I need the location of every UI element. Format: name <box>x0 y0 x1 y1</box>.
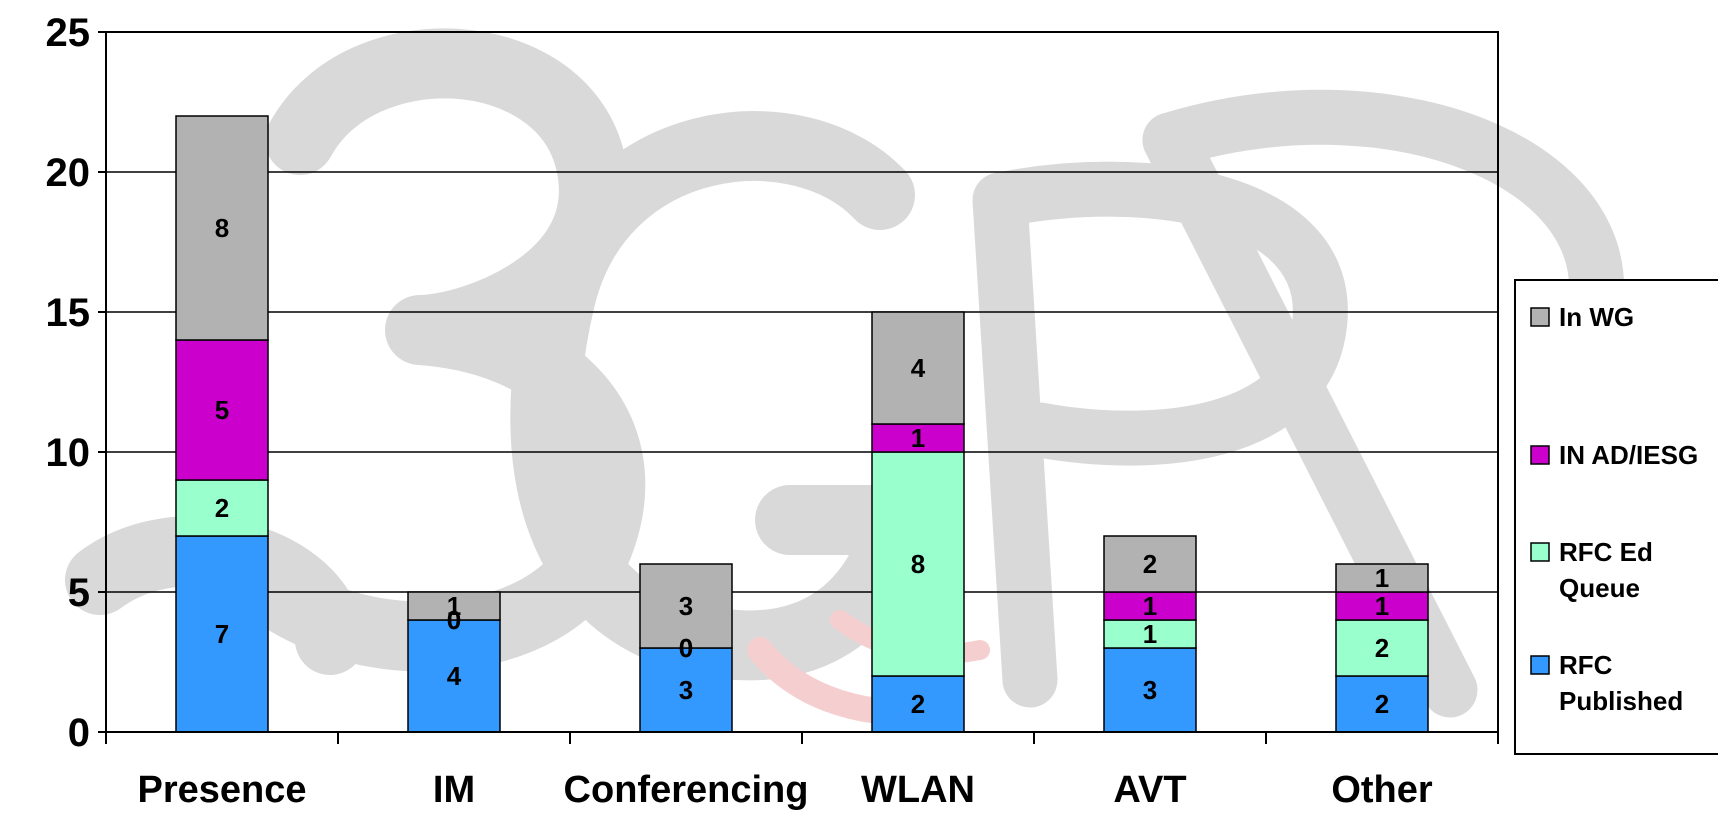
data-label: 1 <box>911 423 925 453</box>
y-tick-label: 20 <box>46 151 91 195</box>
legend-swatch <box>1530 542 1550 562</box>
x-tick-label: Other <box>1331 769 1433 811</box>
data-label: 8 <box>911 549 925 579</box>
data-label: 4 <box>447 661 462 691</box>
bars <box>175 115 1429 733</box>
data-label: 1 <box>1375 563 1389 593</box>
y-tick-label: 15 <box>46 291 91 335</box>
data-label: 7 <box>215 619 229 649</box>
x-tick-label: Presence <box>137 769 306 811</box>
y-tick-label: 25 <box>46 11 91 55</box>
bar-segment <box>871 675 965 733</box>
y-tick-label: 5 <box>68 571 90 615</box>
legend-label: RFC Ed Queue <box>1559 537 1653 603</box>
bar-segment <box>1103 647 1197 733</box>
x-tick-label: Conferencing <box>564 769 809 811</box>
data-label: 8 <box>215 213 229 243</box>
data-label: 3 <box>679 675 693 705</box>
bar-segment <box>407 591 501 621</box>
bar-segment <box>1335 563 1429 593</box>
legend-label: In WG <box>1559 302 1634 332</box>
bar-segment <box>175 115 269 341</box>
data-label: 5 <box>215 395 229 425</box>
data-label: 1 <box>1143 591 1157 621</box>
legend: In WG IN AD/IESG RFC Ed Queue RFC Published <box>1514 279 1718 755</box>
y-tick-labels: 0 5 10 15 20 25 <box>46 11 91 755</box>
bar-segment <box>871 451 965 677</box>
data-label: 3 <box>679 591 693 621</box>
bar-segment <box>1335 591 1429 621</box>
data-label: 3 <box>1143 675 1157 705</box>
y-tick-label: 0 <box>68 711 90 755</box>
data-label: 0 <box>679 633 693 663</box>
data-label: 1 <box>1143 619 1157 649</box>
legend-swatch <box>1530 655 1550 675</box>
data-label: 1 <box>447 591 461 621</box>
data-label: 2 <box>1375 689 1389 719</box>
bar-segment <box>407 619 501 733</box>
legend-label: IN AD/IESG <box>1559 440 1698 470</box>
x-tick-label: AVT <box>1113 769 1186 811</box>
data-label: 0 <box>447 605 461 635</box>
bar-segment <box>175 339 269 481</box>
data-label: 2 <box>215 493 229 523</box>
x-tick-labels: Presence IM Conferencing WLAN AVT Other <box>137 769 1432 811</box>
x-tick-label: IM <box>433 769 475 811</box>
data-label: 2 <box>1143 549 1157 579</box>
x-tick-label: WLAN <box>861 769 975 811</box>
data-label: 0 <box>679 633 693 663</box>
legend-swatch <box>1530 307 1550 327</box>
legend-swatch <box>1530 445 1550 465</box>
bar-segment <box>871 311 965 425</box>
axes <box>105 31 1499 744</box>
bar-segment <box>1335 619 1429 677</box>
bar-segment <box>1103 619 1197 649</box>
bar-segment <box>639 647 733 733</box>
data-label: 1 <box>1375 591 1389 621</box>
data-label: 2 <box>911 689 925 719</box>
data-label: 2 <box>1375 633 1389 663</box>
bar-segment <box>1335 675 1429 733</box>
bar-segment <box>1103 535 1197 593</box>
bar-segment <box>871 423 965 453</box>
bar-segment <box>639 563 733 649</box>
y-tick-label: 10 <box>46 431 91 475</box>
bar-segment <box>1103 591 1197 621</box>
legend-label: RFC Published <box>1559 650 1683 716</box>
legend-box <box>1514 279 1718 755</box>
data-label: 0 <box>447 605 461 635</box>
data-label: 4 <box>911 353 926 383</box>
